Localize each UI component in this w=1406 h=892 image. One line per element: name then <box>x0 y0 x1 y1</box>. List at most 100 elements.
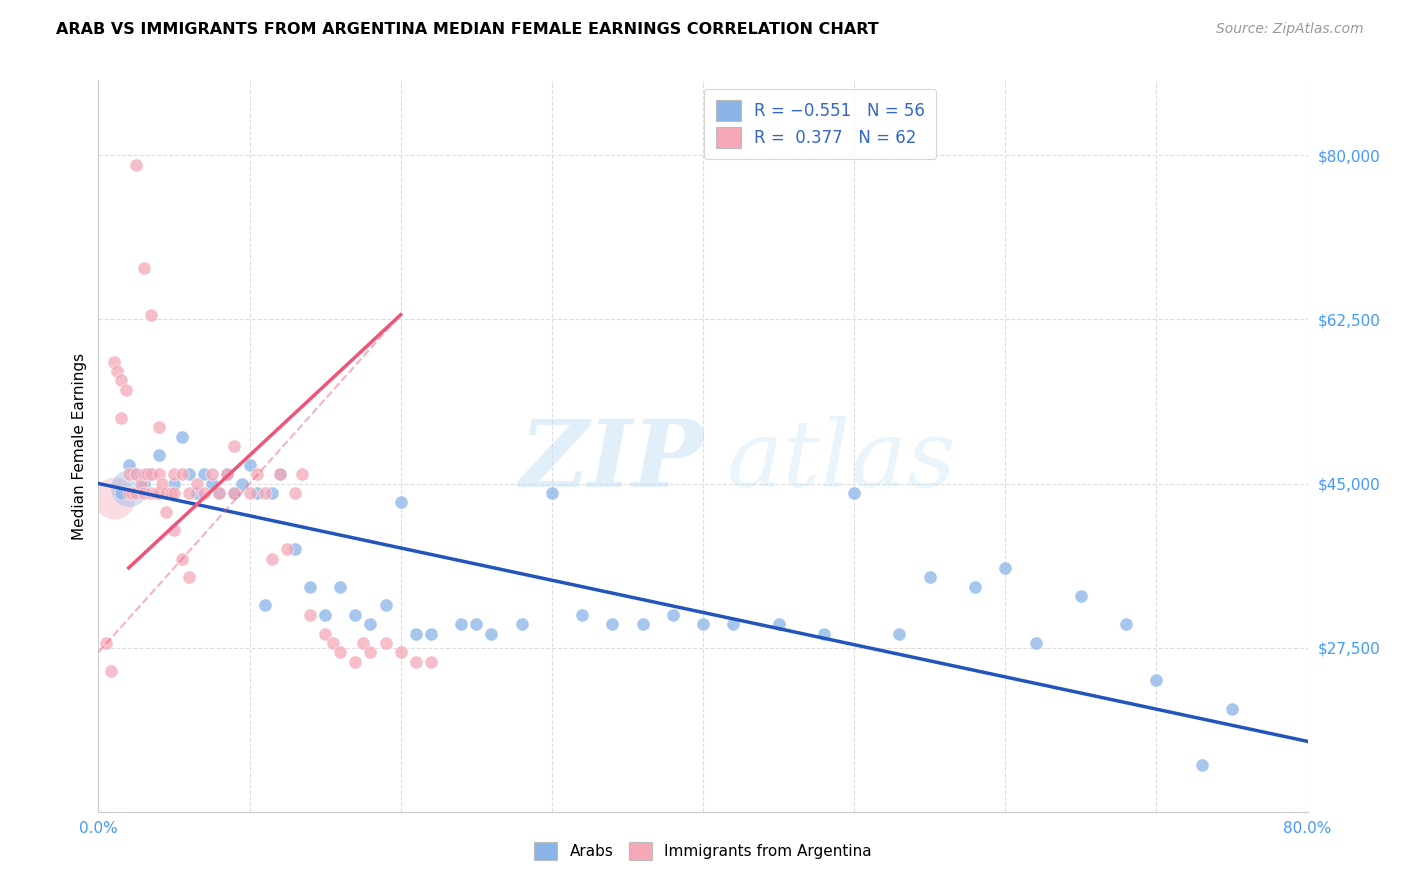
Point <box>602 617 624 632</box>
Point <box>177 570 201 584</box>
Point <box>314 607 336 622</box>
Point <box>135 467 157 482</box>
Point <box>1144 673 1167 688</box>
Point <box>965 580 987 594</box>
Point <box>631 617 654 632</box>
Legend: Arabs, Immigrants from Argentina: Arabs, Immigrants from Argentina <box>529 836 877 866</box>
Point <box>201 467 224 482</box>
Point <box>110 373 132 387</box>
Point <box>450 617 472 632</box>
Point <box>201 476 224 491</box>
Point <box>269 467 291 482</box>
Point <box>110 410 132 425</box>
Point <box>132 467 155 482</box>
Point <box>262 486 284 500</box>
Point <box>246 486 269 500</box>
Point <box>148 449 170 463</box>
Point <box>148 467 170 482</box>
Point <box>262 551 284 566</box>
Text: Source: ZipAtlas.com: Source: ZipAtlas.com <box>1216 22 1364 37</box>
Point <box>344 607 367 622</box>
Point <box>125 467 148 482</box>
Point <box>100 664 122 678</box>
Point <box>125 158 148 172</box>
Point <box>389 495 412 509</box>
Point <box>163 524 186 538</box>
Point <box>813 626 835 640</box>
Point <box>360 645 382 659</box>
Point <box>1115 617 1137 632</box>
Point <box>103 491 125 505</box>
Point <box>155 486 177 500</box>
Point <box>118 467 141 482</box>
Point <box>246 467 269 482</box>
Point <box>768 617 790 632</box>
Point <box>889 626 911 640</box>
Point <box>661 607 683 622</box>
Y-axis label: Median Female Earnings: Median Female Earnings <box>72 352 87 540</box>
Point <box>510 617 533 632</box>
Point <box>186 476 208 491</box>
Point <box>110 486 132 500</box>
Point <box>329 580 352 594</box>
Point <box>405 655 427 669</box>
Point <box>177 467 201 482</box>
Point <box>170 467 193 482</box>
Point <box>150 476 173 491</box>
Point <box>121 486 143 500</box>
Point <box>141 486 163 500</box>
Point <box>129 476 152 491</box>
Point <box>170 551 193 566</box>
Point <box>224 486 246 500</box>
Point <box>224 486 246 500</box>
Point <box>1191 757 1213 772</box>
Point <box>284 486 307 500</box>
Point <box>481 626 503 640</box>
Point <box>284 542 307 557</box>
Point <box>105 364 128 378</box>
Text: ZIP: ZIP <box>519 416 703 506</box>
Point <box>163 486 186 500</box>
Point <box>148 486 170 500</box>
Point <box>114 383 136 397</box>
Point <box>994 561 1017 575</box>
Point <box>299 580 322 594</box>
Point <box>329 645 352 659</box>
Point <box>389 645 412 659</box>
Point <box>314 626 336 640</box>
Point <box>163 476 186 491</box>
Point <box>322 636 344 650</box>
Point <box>125 467 148 482</box>
Point <box>155 505 177 519</box>
Point <box>118 481 141 495</box>
Point <box>419 626 441 640</box>
Point <box>125 486 148 500</box>
Point <box>692 617 714 632</box>
Point <box>145 486 167 500</box>
Text: ARAB VS IMMIGRANTS FROM ARGENTINA MEDIAN FEMALE EARNINGS CORRELATION CHART: ARAB VS IMMIGRANTS FROM ARGENTINA MEDIAN… <box>56 22 879 37</box>
Point <box>571 607 593 622</box>
Point <box>344 655 367 669</box>
Point <box>103 354 125 368</box>
Point <box>918 570 941 584</box>
Point <box>155 486 177 500</box>
Point <box>148 420 170 434</box>
Point <box>1070 589 1092 603</box>
Point <box>186 486 208 500</box>
Point <box>177 486 201 500</box>
Point <box>141 467 163 482</box>
Point <box>253 599 276 613</box>
Point <box>208 486 231 500</box>
Text: atlas: atlas <box>727 416 956 506</box>
Point <box>419 655 441 669</box>
Point <box>141 467 163 482</box>
Point <box>374 599 396 613</box>
Point <box>170 429 193 443</box>
Point <box>208 486 231 500</box>
Point <box>215 467 238 482</box>
Point <box>540 486 562 500</box>
Point <box>1024 636 1046 650</box>
Point <box>160 486 183 500</box>
Point <box>118 458 141 472</box>
Point <box>1220 701 1243 715</box>
